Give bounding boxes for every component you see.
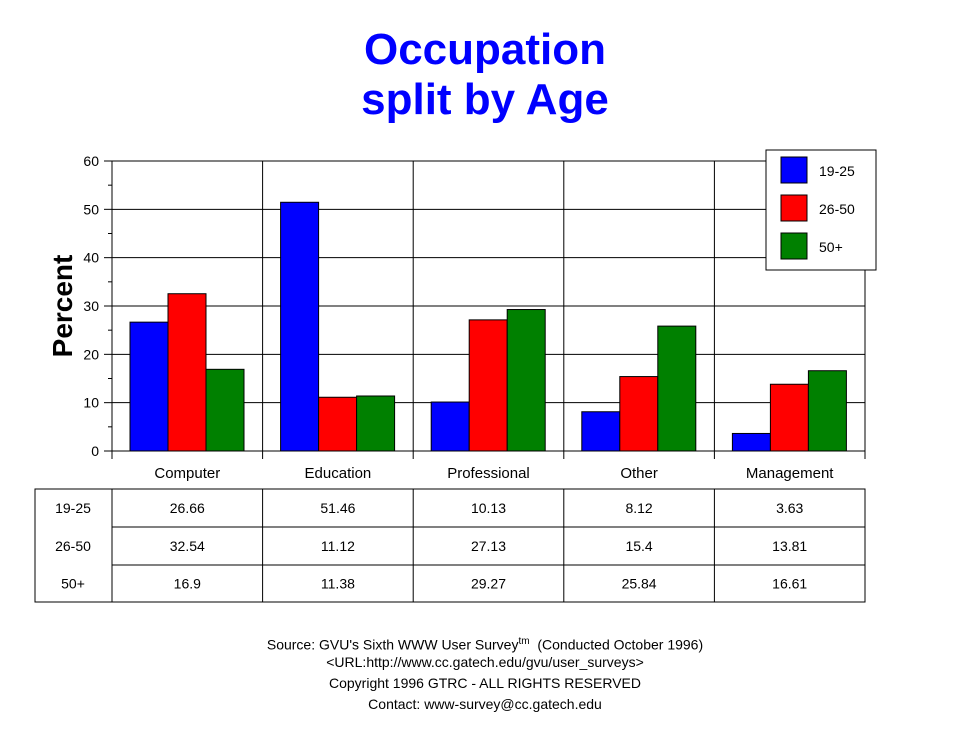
table-cell: 25.84: [622, 576, 657, 592]
source-sup: tm: [518, 636, 530, 647]
bar-26-50-Management: [769, 383, 809, 452]
y-tick-label: 20: [83, 346, 99, 362]
table-cell: 16.9: [174, 576, 201, 592]
data-table-border: [34, 488, 866, 603]
table-cell: 10.13: [471, 500, 506, 516]
table-cell: 32.54: [170, 538, 205, 554]
x-tick-label: Computer: [154, 465, 220, 482]
table-cell: 51.46: [320, 500, 355, 516]
y-tick-label: 10: [83, 395, 99, 411]
bar-19-25-Management: [731, 432, 771, 452]
y-tick-label: 30: [83, 298, 99, 314]
bar-19-25-Professional: [430, 401, 470, 452]
bar-19-25-Other: [581, 411, 621, 452]
bar-50+-Computer: [205, 368, 245, 452]
bar-19-25-Education: [280, 201, 320, 452]
table-row-label: 26-50: [55, 538, 91, 554]
table-row-label: 50+: [61, 576, 85, 592]
y-tick-label: 50: [83, 201, 99, 217]
y-tick-label: 40: [83, 250, 99, 266]
bar-50+-Professional: [506, 309, 546, 452]
y-tick-label: 0: [91, 443, 99, 459]
source-suffix: (Conducted October 1996): [529, 636, 704, 653]
contact-line: Contact: www-survey@cc.gatech.edu: [368, 696, 602, 712]
legend-label: 26-50: [819, 201, 855, 217]
table-row-label: 19-25: [55, 500, 91, 516]
source-line: Source: GVU's Sixth WWW User Surveytm (C…: [0, 636, 970, 653]
bar-26-50-Professional: [468, 319, 508, 452]
x-tick-label: Professional: [447, 465, 530, 482]
bar-26-50-Other: [619, 376, 659, 452]
table-cell: 8.12: [625, 500, 652, 516]
bar-26-50-Education: [318, 396, 358, 452]
copyright-line: Copyright 1996 GTRC - ALL RIGHTS RESERVE…: [329, 675, 641, 691]
url-line: <URL:http://www.cc.gatech.edu/gvu/user_s…: [326, 654, 644, 670]
table-cell: 27.13: [471, 538, 506, 554]
table-cell: 16.61: [772, 576, 807, 592]
table-cell: 26.66: [170, 500, 205, 516]
table-cell: 13.81: [772, 538, 807, 554]
bar-19-25-Computer: [129, 321, 169, 452]
chart-title-line2: split by Age: [361, 75, 609, 124]
table-cell: 15.4: [625, 538, 652, 554]
y-tick-label: 60: [83, 153, 99, 169]
bar-50+-Management: [807, 370, 847, 452]
bar-26-50-Computer: [167, 293, 207, 452]
legend-swatch-50+: [780, 232, 808, 260]
x-tick-label: Education: [305, 465, 372, 482]
bar-50+-Other: [657, 325, 697, 452]
table-cell: 29.27: [471, 576, 506, 592]
legend-label: 50+: [819, 239, 843, 255]
x-tick-label: Management: [746, 465, 834, 482]
bar-50+-Education: [356, 395, 396, 452]
legend-swatch-19-25: [780, 156, 808, 184]
legend-label: 19-25: [819, 163, 855, 179]
table-cell: 11.12: [321, 538, 355, 554]
legend-swatch-26-50: [780, 194, 808, 222]
table-cell: 3.63: [776, 500, 803, 516]
source-text: Source: GVU's Sixth WWW User Survey: [266, 636, 519, 653]
chart-title-line1: Occupation: [363, 25, 607, 74]
bar-chart: 0 10 20 30 40 50 60 Computer Education Profession…: [34, 149, 877, 603]
table-cell: 11.38: [321, 576, 355, 592]
x-tick-label: Other: [620, 465, 658, 482]
